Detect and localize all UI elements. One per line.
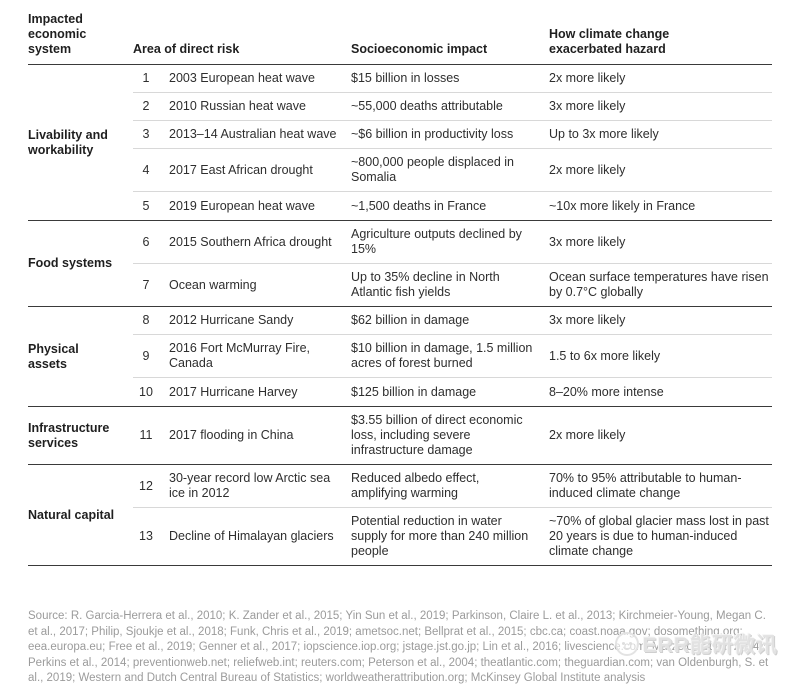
row-area-of-direct-risk: 30-year record low Arctic sea ice in 201… [169,471,331,500]
row-area-of-direct-risk: 2016 Fort McMurray Fire, Canada [169,341,311,370]
group-rows: 6 2015 Southern Africa drought Agricultu… [133,221,772,306]
row-number: 3 [142,127,150,141]
row-area-of-direct-risk: Ocean warming [169,277,257,292]
row-area-of-direct-risk: 2013–14 Australian heat wave [169,127,337,141]
row-socioeconomic-impact: ~800,000 people displaced in Somalia [351,155,514,184]
group-label: Natural capital [28,507,115,522]
row-number: 11 [139,428,153,442]
table-row: 8 2012 Hurricane Sandy $62 billion in da… [133,307,772,335]
row-hazard-exacerbation: 2x more likely [549,162,626,177]
row-socioeconomic-impact: ~$6 billion in productivity loss [351,127,514,141]
row-number: 12 [139,478,153,493]
row-number: 9 [142,348,150,363]
table-row: 13 Decline of Himalayan glaciers Potenti… [133,508,772,565]
row-number: 13 [139,529,153,543]
row-area-of-direct-risk: 2017 flooding in China [169,428,294,442]
row-socioeconomic-impact: Up to 35% decline in North Atlantic fish… [351,270,500,299]
row-area-of-direct-risk: 2019 European heat wave [169,198,315,213]
row-socioeconomic-impact: $10 billion in damage, 1.5 million acres… [351,341,533,370]
row-socioeconomic-impact: $3.55 billion of direct economic loss, i… [351,413,523,457]
column-header-hazard-text: How climate change exacerbated hazard [549,27,670,56]
row-number: 4 [142,162,150,177]
column-header-area-of-direct-risk: Area of direct risk [133,42,240,56]
table-row: 9 2016 Fort McMurray Fire, Canada $10 bi… [133,335,772,378]
row-socioeconomic-impact: ~1,500 deaths in France [351,198,487,213]
table-body: Livability and workability 1 2003 Europe… [28,65,772,566]
group-label: Livability and workability [28,127,108,157]
table-row: 7 Ocean warming Up to 35% decline in Nor… [133,264,772,306]
column-header-socioeconomic-impact: Socioeconomic impact [351,42,488,56]
table-header-row: Impacted economic system Area of direct … [28,12,772,65]
row-hazard-exacerbation: 70% to 95% attributable to human-induced… [549,471,742,500]
row-socioeconomic-impact: $15 billion in losses [351,71,460,85]
row-area-of-direct-risk: 2012 Hurricane Sandy [169,313,294,327]
table-group: Physical assets 8 2012 Hurricane Sandy $… [28,307,772,407]
row-socioeconomic-impact: Agriculture outputs declined by 15% [351,227,522,256]
group-rows: 12 30-year record low Arctic sea ice in … [133,465,772,565]
row-socioeconomic-impact: $125 billion in damage [351,384,477,399]
row-area-of-direct-risk: 2015 Southern Africa drought [169,234,332,249]
row-number: 1 [142,71,150,85]
group-label: Physical assets [28,341,79,371]
row-hazard-exacerbation: 8–20% more intense [549,384,664,399]
group-label: Infrastructure services [28,420,110,450]
table-group: Livability and workability 1 2003 Europe… [28,65,772,221]
row-number: 5 [142,198,150,213]
row-socioeconomic-impact: $62 billion in damage [351,313,470,327]
row-hazard-exacerbation: Up to 3x more likely [549,127,659,141]
row-number: 2 [142,99,150,113]
row-socioeconomic-impact: Reduced albedo effect, amplifying warmin… [351,471,480,500]
group-rows: 8 2012 Hurricane Sandy $62 billion in da… [133,307,772,406]
row-area-of-direct-risk: 2017 Hurricane Harvey [169,384,298,399]
row-area-of-direct-risk: Decline of Himalayan glaciers [169,529,334,543]
row-hazard-exacerbation: 3x more likely [549,99,626,113]
column-header-hazard: How climate change exacerbated hazard [549,27,772,57]
row-number: 10 [139,384,153,399]
row-number: 6 [142,234,150,249]
row-hazard-exacerbation: Ocean surface temperatures have risen by… [549,270,769,299]
row-hazard-exacerbation: ~70% of global glacier mass lost in past… [549,514,769,558]
column-header-impacted-economic-system: Impacted economic system [28,12,87,56]
table-group: Food systems 6 2015 Southern Africa drou… [28,221,772,307]
table-row: 11 2017 flooding in China $3.55 billion … [133,407,772,464]
row-hazard-exacerbation: ~10x more likely in France [549,198,696,213]
row-number: 8 [142,313,150,327]
table-row: 3 2013–14 Australian heat wave ~$6 billi… [133,121,772,149]
source-note: Source: R. Garcia-Herrera et al., 2010; … [28,610,769,684]
group-label: Food systems [28,256,113,270]
row-area-of-direct-risk: 2003 European heat wave [169,71,315,85]
table-row: 4 2017 East African drought ~800,000 peo… [133,149,772,192]
table-row: 10 2017 Hurricane Harvey $125 billion in… [133,378,772,406]
row-area-of-direct-risk: 2017 East African drought [169,162,313,177]
table-group: Infrastructure services 11 2017 flooding… [28,407,772,465]
group-rows: 1 2003 European heat wave $15 billion in… [133,65,772,220]
row-hazard-exacerbation: 3x more likely [549,313,626,327]
row-hazard-exacerbation: 1.5 to 6x more likely [549,348,661,363]
table-row: 6 2015 Southern Africa drought Agricultu… [133,221,772,264]
row-hazard-exacerbation: 3x more likely [549,234,626,249]
table-group: Natural capital 12 30-year record low Ar… [28,465,772,566]
table-row: 2 2010 Russian heat wave ~55,000 deaths … [133,93,772,121]
row-hazard-exacerbation: 2x more likely [549,71,626,85]
climate-risk-table: Impacted economic system Area of direct … [28,12,772,566]
row-number: 7 [142,277,150,292]
row-hazard-exacerbation: 2x more likely [549,428,626,442]
row-socioeconomic-impact: ~55,000 deaths attributable [351,99,503,113]
table-row: 5 2019 European heat wave ~1,500 deaths … [133,192,772,220]
table-row: 1 2003 European heat wave $15 billion in… [133,65,772,93]
row-area-of-direct-risk: 2010 Russian heat wave [169,99,306,113]
table-row: 12 30-year record low Arctic sea ice in … [133,465,772,508]
group-rows: 11 2017 flooding in China $3.55 billion … [133,407,772,464]
row-socioeconomic-impact: Potential reduction in water supply for … [351,514,529,558]
